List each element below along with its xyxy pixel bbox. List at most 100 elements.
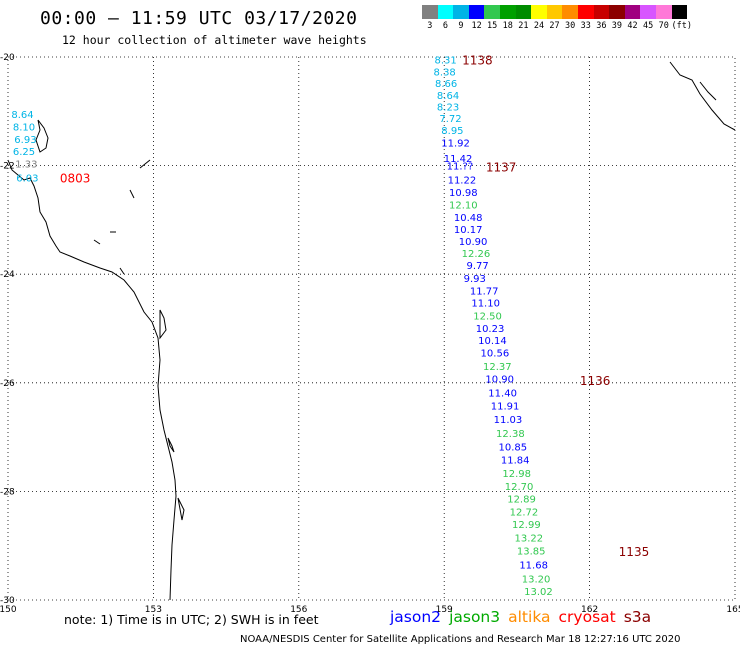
wave-height-value: 10.56 xyxy=(481,348,510,359)
coast-line xyxy=(177,497,185,521)
wave-height-value: 8.23 xyxy=(437,102,459,113)
color-scale-label: 36 xyxy=(596,21,607,31)
footer-note: note: 1) Time is in UTC; 2) SWH is in fe… xyxy=(64,612,319,627)
wave-height-value: 12.26 xyxy=(462,249,491,260)
map-frame xyxy=(7,56,736,601)
color-scale-label: (ft) xyxy=(671,21,692,31)
wave-height-value: 11.91 xyxy=(491,402,520,413)
coastline xyxy=(7,61,736,601)
island-mark xyxy=(129,189,135,199)
legend-jason2: jason2 xyxy=(390,608,442,626)
coast-line xyxy=(159,309,167,340)
wave-height-value: 12.98 xyxy=(502,469,531,480)
wave-height-value: 10.90 xyxy=(459,237,488,248)
legend-cryosat: cryosat xyxy=(558,608,616,626)
wave-height-value: 8.64 xyxy=(11,110,33,121)
color-swatch xyxy=(453,5,469,19)
legend-s3a: s3a xyxy=(623,608,652,626)
pass-time-label: 1137 xyxy=(486,161,517,175)
wave-height-value: 11.?? xyxy=(447,162,474,173)
coast-line xyxy=(167,437,175,453)
color-swatch xyxy=(562,5,578,19)
page-subtitle: 12 hour collection of altimeter wave hei… xyxy=(62,33,367,47)
wave-height-value: 12.10 xyxy=(449,201,478,212)
color-scale xyxy=(422,5,688,19)
color-swatch xyxy=(515,5,532,19)
lon-tick-label: 162 xyxy=(581,605,598,615)
wave-height-value: 10.90 xyxy=(485,374,514,385)
wave-height-value: 12.89 xyxy=(507,494,536,505)
color-swatch xyxy=(422,5,438,19)
wave-height-value: 13.85 xyxy=(517,547,546,558)
color-scale-label: 15 xyxy=(487,21,498,31)
wave-height-value: 11.03 xyxy=(494,415,523,426)
color-swatch xyxy=(577,5,594,19)
lat-tick-label: -20 xyxy=(0,53,15,63)
color-swatch xyxy=(640,5,656,19)
color-scale-label: 27 xyxy=(549,21,560,31)
color-swatch xyxy=(655,5,672,19)
color-scale-label: 42 xyxy=(627,21,638,31)
wave-height-value: 12.50 xyxy=(473,311,502,322)
lon-tick-label: 153 xyxy=(145,605,162,615)
color-scale-label: 33 xyxy=(580,21,591,31)
color-swatch xyxy=(609,5,625,19)
wave-height-value: 1.33 xyxy=(15,159,37,170)
color-swatch xyxy=(593,5,610,19)
wave-height-value: 11.10 xyxy=(471,298,500,309)
credit-line: NOAA/NESDIS Center for Satellite Applica… xyxy=(240,634,681,645)
wave-height-value: 12.72 xyxy=(510,507,539,518)
wave-height-value: 13.22 xyxy=(514,534,543,545)
lon-tick-label: 156 xyxy=(290,605,307,615)
wave-height-value: 10.48 xyxy=(454,213,483,224)
wave-height-value: 12.37 xyxy=(483,362,512,373)
satellite-legend: jason2 jason3 altika cryosat s3a xyxy=(390,608,659,626)
color-swatch xyxy=(499,5,516,19)
wave-height-value: 11.42 xyxy=(444,154,473,165)
wave-height-value: 11.92 xyxy=(441,138,470,149)
color-scale-label: 39 xyxy=(611,21,623,31)
pass-time-label: 1135 xyxy=(619,545,650,559)
wave-height-value: 6.93 xyxy=(14,135,36,146)
island-mark xyxy=(139,159,151,169)
wave-height-value: 6.25 xyxy=(13,147,35,158)
wave-height-value: 11.40 xyxy=(488,389,517,400)
wave-height-value: 11.77 xyxy=(470,286,499,297)
wave-height-value: 12.99 xyxy=(512,520,541,531)
page-title: 00:00 – 11:59 UTC 03/17/2020 xyxy=(40,8,358,29)
wave-height-value: 13.02 xyxy=(524,587,553,598)
color-scale-label: 3 xyxy=(427,21,433,31)
color-scale-label: 6 xyxy=(442,21,448,31)
wave-height-value: 9.77 xyxy=(466,261,488,272)
wave-height-value: 8.95 xyxy=(441,126,463,137)
wave-height-value: 10.98 xyxy=(449,188,478,199)
wave-height-value: 12.38 xyxy=(496,429,525,440)
lat-tick-label: -24 xyxy=(0,270,15,280)
wave-height-value: 10.85 xyxy=(498,442,527,453)
wave-height-value: 8.66 xyxy=(435,79,457,90)
lon-tick-label: 150 xyxy=(0,605,17,615)
wave-height-value: 13.20 xyxy=(522,574,551,585)
island-mark xyxy=(93,239,101,245)
island-mark xyxy=(119,267,125,275)
color-scale-label: 24 xyxy=(533,21,545,31)
legend-altika: altika xyxy=(508,608,551,626)
lon-tick-label: 165 xyxy=(726,605,740,615)
wave-height-value: 7.72 xyxy=(439,114,461,125)
wave-height-value: 11.84 xyxy=(501,455,530,466)
color-swatch xyxy=(437,5,454,19)
lat-tick-label: -22 xyxy=(0,162,15,172)
color-swatch xyxy=(546,5,563,19)
pass-time-label: 0803 xyxy=(60,172,91,186)
wave-height-value: 11.68 xyxy=(519,561,548,572)
wave-height-value: 12.70 xyxy=(505,482,534,493)
legend-jason3: jason3 xyxy=(449,608,501,626)
wave-height-value: 11.22 xyxy=(448,176,477,187)
color-scale-label: 21 xyxy=(518,21,529,31)
coast-line xyxy=(7,159,177,601)
lon-tick-label: 159 xyxy=(436,605,453,615)
lat-tick-label: -26 xyxy=(0,379,15,389)
color-swatch xyxy=(468,5,485,19)
wave-height-value: 6.03 xyxy=(16,174,38,185)
